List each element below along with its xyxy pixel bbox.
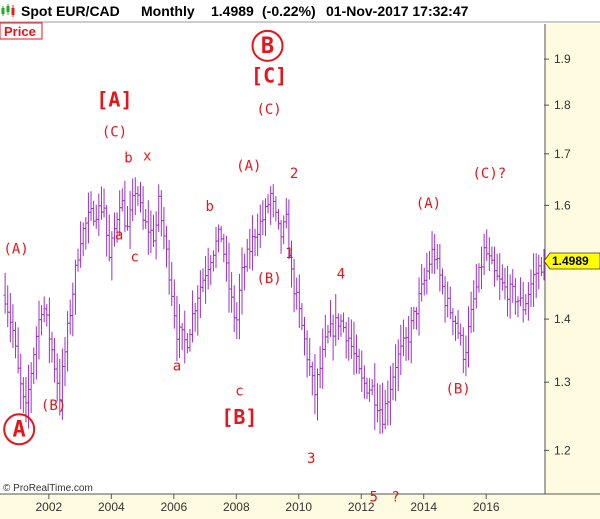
time-axis-ticks: 2002 2004 2006 2008 2010 2012 2014 2016	[36, 494, 500, 514]
price-tag-label: Price	[4, 24, 36, 39]
price-tick-label: 1.3	[554, 375, 571, 389]
time-tick-label: 2008	[223, 500, 250, 514]
wave-B-circled-circle	[251, 29, 284, 62]
chart-header: Spot EUR/CAD Monthly 1.4989 (-0.22%) 01-…	[1, 3, 469, 19]
time-tick-label: 2002	[36, 500, 63, 514]
wave-a-2004: a	[115, 228, 123, 244]
wave-2-2009: 2	[290, 166, 298, 182]
ohlc-bars	[3, 177, 546, 434]
wave-B-bracket: [B]	[221, 405, 257, 429]
wave-5-question: ?	[391, 490, 399, 506]
price-tick-label: 1.7	[554, 147, 571, 161]
wave-labels: (A)(B)A[A](C)b xacabc[B](A)B[C](C)(B)2134…	[3, 29, 506, 506]
wave-x-2005: x	[143, 148, 151, 164]
datetime-stamp: 01-Nov-2017 17:32:47	[326, 3, 469, 19]
last-price-value: 1.4989	[211, 3, 254, 19]
time-axis-panel	[0, 494, 600, 519]
copyright-text: © ProRealTime.com	[3, 483, 93, 494]
time-tick-label: 2014	[410, 500, 437, 514]
wave-1-2009: 1	[285, 246, 293, 262]
price-tick-label: 1.6	[554, 198, 571, 212]
price-tick-label: 1.2	[554, 443, 571, 457]
wave-b-2007: b	[206, 199, 214, 215]
price-tag: Price	[0, 22, 43, 40]
wave-c-2004: c	[131, 249, 139, 265]
instrument-name: Spot EUR/CAD	[21, 3, 120, 19]
price-change-value: (-0.22%)	[262, 3, 316, 19]
wave-4-2011: 4	[337, 267, 345, 283]
wave-B-small-2009: (B)	[256, 271, 281, 287]
time-tick-label: 2016	[473, 500, 500, 514]
price-tick-label: 1.8	[554, 98, 571, 112]
ohlc-icon	[1, 4, 15, 17]
price-axis-ticks: 1.21.31.41.51.61.71.81.9	[544, 52, 571, 457]
wave-A-small-2014: (A)	[416, 196, 441, 212]
wave-c-2008: c	[235, 383, 243, 399]
wave-b-2004: b	[124, 150, 132, 166]
wave-A-small-2008: (A)	[236, 158, 261, 174]
wave-a-2006: a	[173, 358, 181, 374]
wave-C-small-2009: (C)	[256, 102, 281, 118]
timeframe-label: Monthly	[141, 3, 195, 19]
wave-A-small-2001: (A)	[3, 242, 28, 258]
wave-A-circled-circle	[3, 413, 36, 446]
time-tick-label: 2010	[285, 500, 312, 514]
time-tick-label: 2012	[348, 500, 375, 514]
wave-C-question-2016: (C)?	[472, 166, 506, 182]
current-price-marker: 1.4989	[543, 252, 600, 270]
wave-A-circled: A	[13, 417, 26, 442]
wave-B-small-2015: (B)	[445, 381, 470, 397]
wave-3-2010: 3	[307, 451, 315, 467]
price-tick-label: 1.4	[554, 312, 571, 326]
wave-A-bracket: [A]	[96, 88, 132, 112]
current-price-label: 1.4989	[552, 254, 589, 268]
wave-C-small-2004: (C)	[102, 124, 127, 140]
time-tick-label: 2004	[98, 500, 125, 514]
wave-B-circled: B	[261, 34, 274, 59]
price-tick-label: 1.9	[554, 52, 571, 66]
wave-B-small-2002: (B)	[41, 398, 66, 414]
wave-5-2012: 5	[370, 490, 378, 506]
wave-C-bracket: [C]	[251, 64, 287, 88]
time-tick-label: 2006	[160, 500, 187, 514]
